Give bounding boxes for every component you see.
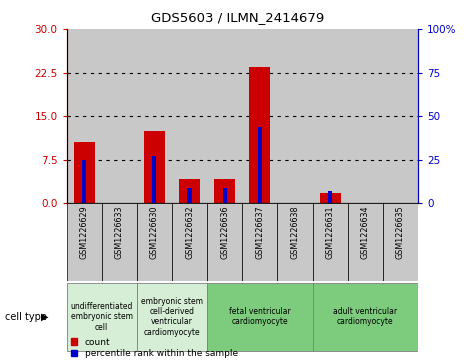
Bar	[74, 142, 95, 203]
Text: GSM1226638: GSM1226638	[291, 205, 299, 259]
Text: undifferentiated
embryonic stem
cell: undifferentiated embryonic stem cell	[70, 302, 133, 332]
Bar	[188, 188, 191, 203]
Bar	[242, 29, 277, 203]
Text: GSM1226634: GSM1226634	[361, 205, 370, 259]
Bar	[137, 283, 207, 351]
Bar	[383, 203, 418, 281]
Text: fetal ventricular
cardiomyocyte: fetal ventricular cardiomyocyte	[229, 307, 291, 326]
Bar	[383, 29, 418, 203]
Bar	[137, 203, 172, 281]
Text: GSM1226633: GSM1226633	[115, 205, 124, 259]
Text: embryonic stem
cell-derived
ventricular
cardiomyocyte: embryonic stem cell-derived ventricular …	[141, 297, 203, 337]
Bar	[66, 203, 102, 281]
Text: GSM1226637: GSM1226637	[256, 205, 264, 259]
Bar	[66, 29, 102, 203]
Bar	[277, 203, 313, 281]
Bar	[313, 283, 418, 351]
Legend: count, percentile rank within the sample: count, percentile rank within the sample	[71, 338, 238, 359]
Bar	[249, 67, 270, 203]
Bar	[207, 29, 242, 203]
Bar	[277, 29, 313, 203]
Bar	[179, 179, 200, 203]
Bar	[223, 188, 227, 203]
Bar	[137, 29, 172, 203]
Bar	[313, 203, 348, 281]
Bar	[144, 131, 165, 203]
Bar	[152, 156, 156, 203]
Text: GDS5603 / ILMN_2414679: GDS5603 / ILMN_2414679	[151, 11, 324, 24]
Bar	[102, 29, 137, 203]
Text: GSM1226629: GSM1226629	[80, 205, 88, 260]
Bar	[82, 160, 86, 203]
Bar	[328, 191, 332, 203]
Bar	[207, 283, 313, 351]
Bar	[172, 29, 207, 203]
Bar	[214, 179, 235, 203]
Bar	[102, 203, 137, 281]
Bar	[348, 29, 383, 203]
Text: GSM1226630: GSM1226630	[150, 205, 159, 259]
Bar	[207, 203, 242, 281]
Text: cell type: cell type	[5, 312, 47, 322]
Text: GSM1226631: GSM1226631	[326, 205, 334, 259]
Bar	[313, 29, 348, 203]
Bar	[320, 193, 341, 203]
Text: GSM1226636: GSM1226636	[220, 205, 229, 259]
Bar	[348, 203, 383, 281]
Text: GSM1226635: GSM1226635	[396, 205, 405, 259]
Text: ▶: ▶	[41, 312, 49, 322]
Bar	[242, 203, 277, 281]
Text: GSM1226632: GSM1226632	[185, 205, 194, 259]
Bar	[66, 283, 137, 351]
Text: adult ventricular
cardiomyocyte: adult ventricular cardiomyocyte	[333, 307, 397, 326]
Bar	[172, 203, 207, 281]
Bar	[258, 127, 262, 203]
